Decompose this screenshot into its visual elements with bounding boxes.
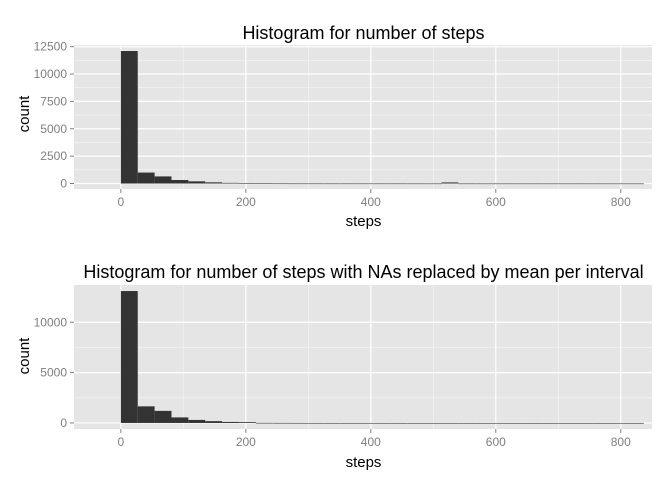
histogram-bar [458,422,476,424]
x-tick-label: 800 [611,435,631,449]
histogram-bar [542,183,560,185]
histogram-bar [137,172,155,184]
chart-title: Histogram for number of steps [242,23,484,43]
chart-title: Histogram for number of steps with NAs r… [83,262,643,282]
panel-background [74,285,652,429]
histogram-panel-bottom: 0 200 400 600 800 0 5000 10000 Histogram for num… [16,262,652,471]
x-tick-label: 400 [361,195,381,209]
histogram-bar [593,422,611,424]
y-axis-title: count [16,337,33,375]
histogram-bar [407,422,425,424]
x-tick-label: 200 [236,435,256,449]
histogram-bar [120,291,138,423]
histogram-bar [424,183,442,185]
histogram-bar [323,422,341,424]
histogram-bar [272,422,290,424]
histogram-bar [508,183,526,185]
x-axis-title: steps [346,454,382,471]
histogram-bar [458,183,476,185]
y-tick-label: 7500 [40,94,67,108]
histogram-bar [559,183,577,185]
histogram-bar [306,183,324,185]
y-tick-label: 12500 [34,40,68,54]
y-tick-label: 2500 [40,149,67,163]
histogram-bar [306,422,324,424]
histogram-bar [340,183,358,185]
histogram-bar [238,183,256,184]
histogram-bar [289,422,307,424]
plot-area: 0 200 400 600 800 0 5000 10000 [34,285,652,449]
histogram-bar [272,183,290,185]
histogram-bar [492,422,509,424]
histogram-bar [373,422,391,424]
histogram-bar [357,183,374,185]
histogram-bar [610,422,628,424]
histogram-bar [441,182,459,184]
histogram-bar [120,51,138,184]
histogram-bar [357,422,374,424]
histogram-bar [475,422,493,424]
histogram-bar [441,422,459,424]
histogram-bar [188,419,206,423]
histogram-bar [222,421,239,423]
histogram-bar [137,406,155,423]
histogram-bar [424,422,442,424]
histogram-bar [154,176,172,184]
histogram-bar [205,182,223,184]
histogram-bar [188,181,206,184]
histogram-bar [627,183,644,185]
histogram-bar [576,422,594,424]
x-tick-label: 600 [486,435,506,449]
histogram-bar [323,183,341,185]
x-tick-label: 800 [611,195,631,209]
histogram-panel-top: 0 200 400 600 800 0 2500 5000 7500 10000 12500 Hist… [16,23,652,230]
histogram-bar [542,422,560,424]
histogram-bar [525,183,543,185]
x-tick-label: 600 [486,195,506,209]
histogram-bar [340,422,358,424]
histogram-bar [492,183,509,185]
histogram-bar [171,180,189,184]
histogram-bar [154,410,172,423]
histogram-bar [171,417,189,423]
panel-background [74,45,652,189]
y-tick-label: 5000 [40,122,67,136]
x-tick-label: 0 [118,195,125,209]
y-tick-label: 10000 [34,315,68,329]
y-tick-label: 0 [60,416,67,430]
y-tick-label: 10000 [34,67,68,81]
histogram-bar [390,183,408,185]
x-tick-label: 400 [361,435,381,449]
histogram-bar [373,183,391,185]
x-tick-label: 200 [236,195,256,209]
y-axis-title: count [16,95,33,133]
histogram-bar [576,183,594,185]
histogram-bar [610,183,628,185]
plot-area: 0 200 400 600 800 0 2500 5000 7500 10000 12500 [34,40,652,209]
histogram-bar [525,422,543,424]
histogram-bar [289,183,307,185]
histogram-bar [390,422,408,424]
histogram-bar [559,422,577,424]
histogram-bar [205,421,223,423]
histogram-bar [508,422,526,424]
histogram-bar [255,422,273,424]
histogram-bar [407,183,425,185]
y-tick-label: 0 [60,177,67,191]
y-tick-label: 5000 [40,366,67,380]
histogram-bar [222,182,239,184]
histogram-bar [593,183,611,185]
x-tick-label: 0 [118,435,125,449]
histogram-bar [255,183,273,184]
histogram-bar [627,422,644,424]
histogram-bar [475,183,493,185]
histogram-bar [238,422,256,423]
x-axis-title: steps [346,213,382,230]
